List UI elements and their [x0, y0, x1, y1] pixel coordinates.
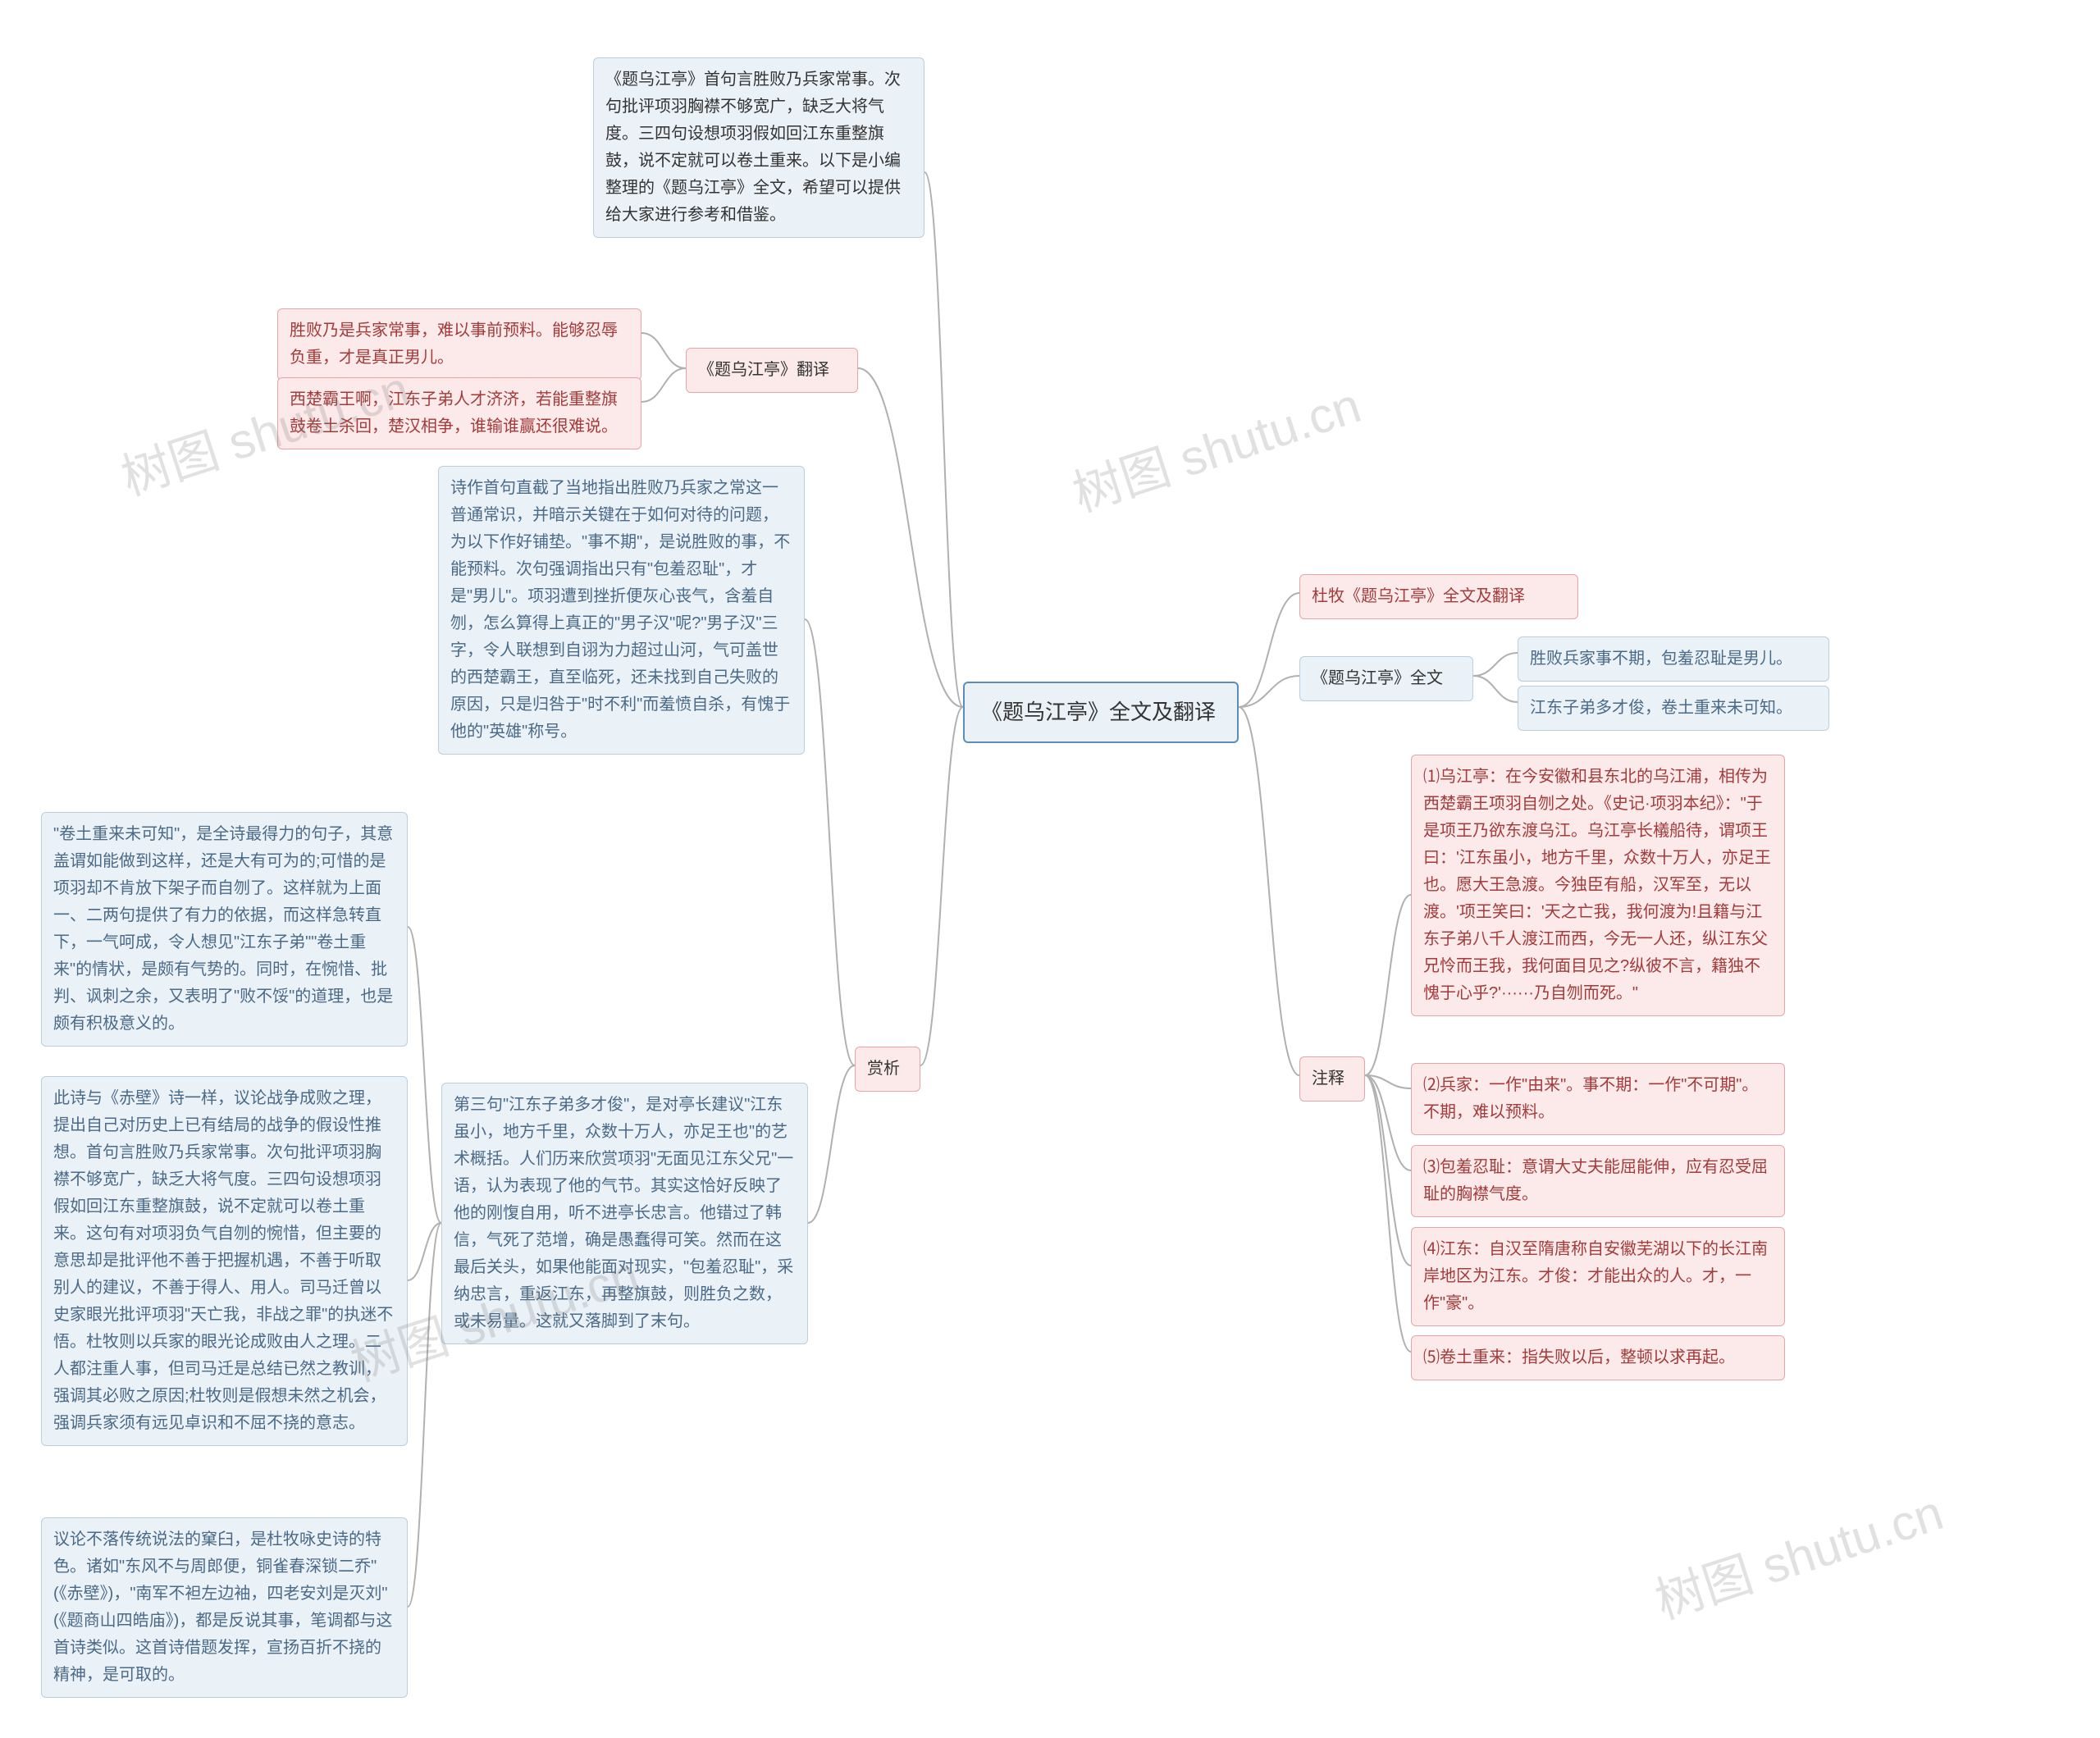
- intro-node[interactable]: 《题乌江亭》首句言胜败乃兵家常事。次句批评项羽胸襟不够宽广，缺乏大将气度。三四句…: [593, 57, 924, 238]
- translation-line-2[interactable]: 西楚霸王啊，江东子弟人才济济，若能重整旗鼓卷土杀回，楚汉相争，谁输谁赢还很难说。: [277, 377, 641, 449]
- note-5[interactable]: ⑸卷土重来：指失败以后，整顿以求再起。: [1411, 1335, 1785, 1380]
- note-2[interactable]: ⑵兵家：一作"由来"。事不期：一作"不可期"。不期，难以预料。: [1411, 1063, 1785, 1135]
- watermark: 树图 shutu.cn: [1645, 1473, 1951, 1633]
- analysis-para-1[interactable]: 诗作首句直截了当地指出胜败乃兵家之常这一普通常识，并暗示关键在于如何对待的问题，…: [438, 466, 805, 755]
- analysis-para-5[interactable]: 第三句"江东子弟多才俊"，是对亭长建议"江东虽小，地方千里，众数十万人，亦足王也…: [441, 1083, 808, 1344]
- root-node[interactable]: 《题乌江亭》全文及翻译: [963, 682, 1239, 743]
- analysis-para-3[interactable]: 此诗与《赤壁》诗一样，议论战争成败之理，提出自己对历史上已有结局的战争的假设性推…: [41, 1076, 408, 1446]
- fulltext-title[interactable]: 《题乌江亭》全文: [1299, 656, 1473, 701]
- note-3[interactable]: ⑶包羞忍耻：意谓大丈夫能屈能伸，应有忍受屈耻的胸襟气度。: [1411, 1145, 1785, 1217]
- analysis-title[interactable]: 赏析: [855, 1047, 920, 1092]
- fulltext-line-1[interactable]: 胜败兵家事不期，包羞忍耻是男儿。: [1518, 636, 1829, 682]
- translation-line-1[interactable]: 胜败乃是兵家常事，难以事前预料。能够忍辱负重，才是真正男儿。: [277, 308, 641, 381]
- mindmap-canvas: 《题乌江亭》全文及翻译 《题乌江亭》首句言胜败乃兵家常事。次句批评项羽胸襟不够宽…: [0, 0, 2100, 1738]
- notes-title[interactable]: 注释: [1299, 1056, 1365, 1102]
- analysis-para-2[interactable]: "卷土重来未可知"，是全诗最得力的句子，其意盖谓如能做到这样，还是大有可为的;可…: [41, 812, 408, 1047]
- analysis-para-4[interactable]: 议论不落传统说法的窠臼，是杜牧咏史诗的特色。诸如"东风不与周郎便，铜雀春深锁二乔…: [41, 1517, 408, 1698]
- note-1[interactable]: ⑴乌江亭：在今安徽和县东北的乌江浦，相传为西楚霸王项羽自刎之处。《史记·项羽本纪…: [1411, 755, 1785, 1016]
- note-4[interactable]: ⑷江东：自汉至隋唐称自安徽芜湖以下的长江南岸地区为江东。才俊：才能出众的人。才，…: [1411, 1227, 1785, 1326]
- fulltext-line-2[interactable]: 江东子弟多才俊，卷土重来未可知。: [1518, 686, 1829, 731]
- translation-title[interactable]: 《题乌江亭》翻译: [686, 348, 858, 393]
- right-title[interactable]: 杜牧《题乌江亭》全文及翻译: [1299, 574, 1578, 619]
- watermark: 树图 shutu.cn: [1062, 366, 1368, 526]
